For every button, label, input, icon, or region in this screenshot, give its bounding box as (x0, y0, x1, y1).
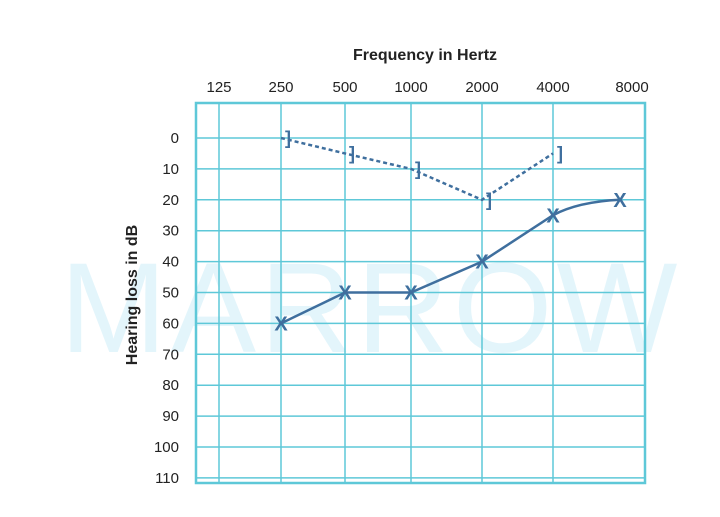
bone-conduction-point: ] (415, 159, 421, 179)
y-axis-label: Hearing loss in dB (124, 225, 141, 365)
y-tick-label: 110 (155, 470, 179, 487)
x-tick-label: 2000 (465, 79, 498, 96)
air-conduction-point: X (475, 252, 489, 274)
air-conduction-point: X (274, 313, 288, 335)
y-tick-label: 0 (171, 130, 179, 147)
x-tick-label: 500 (332, 79, 357, 96)
x-tick-label: 4000 (536, 79, 569, 96)
y-tick-label: 70 (162, 346, 179, 363)
air-conduction-point: X (404, 283, 418, 305)
y-tick-label: 60 (162, 315, 179, 332)
y-tick-label: 20 (162, 192, 179, 209)
y-tick-label: 10 (162, 161, 179, 178)
x-tick-labels: 125 250 500 1000 2000 4000 8000 (206, 79, 648, 96)
air-conduction-point: X (546, 205, 560, 227)
x-tick-label: 125 (206, 79, 231, 96)
watermark-text: MARROW (60, 237, 681, 380)
bone-conduction-line (280, 136, 554, 202)
y-tick-label: 80 (162, 377, 179, 394)
bone-conduction-point: ] (557, 143, 563, 163)
y-tick-label: 30 (162, 223, 179, 240)
y-tick-labels: 0 10 20 30 40 50 60 70 80 90 100 110 (154, 130, 179, 487)
air-conduction-line (280, 198, 621, 325)
y-tick-label: 40 (162, 254, 179, 271)
x-tick-label: 8000 (615, 79, 648, 96)
y-tick-label: 90 (162, 408, 179, 425)
y-tick-label: 100 (154, 439, 179, 456)
x-tick-label: 1000 (394, 79, 427, 96)
bone-conduction-point: ] (349, 143, 355, 163)
y-tick-label: 50 (162, 285, 179, 302)
series: ]]]]] X X X X X X (274, 128, 627, 335)
air-conduction-point: X (613, 190, 627, 212)
grid (194, 101, 647, 485)
bone-conduction-point: ] (486, 190, 492, 210)
bone-conduction-point: ] (285, 128, 291, 148)
x-tick-label: 250 (268, 79, 293, 96)
air-conduction-point: X (338, 283, 352, 305)
chart-title: Frequency in Hertz (353, 47, 497, 64)
